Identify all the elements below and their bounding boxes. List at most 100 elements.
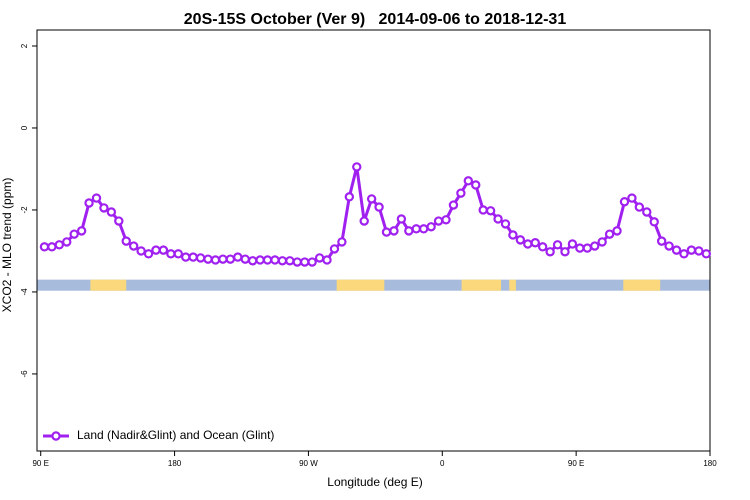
data-point bbox=[337, 237, 347, 247]
data-point bbox=[366, 194, 377, 204]
data-point bbox=[143, 249, 154, 259]
data-point bbox=[188, 252, 198, 262]
data-point bbox=[426, 222, 436, 232]
data-point bbox=[485, 206, 496, 216]
data-point bbox=[582, 243, 592, 253]
data-point bbox=[307, 257, 317, 267]
data-point bbox=[686, 245, 697, 255]
data-point bbox=[656, 236, 667, 246]
data-point bbox=[634, 202, 645, 212]
data-point bbox=[679, 249, 689, 259]
data-point bbox=[493, 214, 503, 224]
data-point bbox=[411, 224, 421, 234]
data-point bbox=[404, 226, 414, 236]
y-tick-label: -2 bbox=[20, 206, 29, 214]
land-strip bbox=[461, 279, 502, 291]
data-point bbox=[545, 247, 555, 257]
y-tick-label: -4 bbox=[20, 288, 29, 296]
data-point bbox=[649, 217, 659, 227]
data-point bbox=[128, 241, 139, 251]
data-point bbox=[158, 245, 169, 255]
data-point bbox=[210, 255, 221, 265]
data-point bbox=[701, 249, 711, 259]
data-point bbox=[54, 240, 65, 250]
data-point bbox=[523, 239, 533, 249]
data-point bbox=[433, 216, 444, 226]
data-point bbox=[552, 240, 563, 250]
data-point bbox=[277, 256, 288, 266]
data-point bbox=[121, 236, 131, 246]
data-point bbox=[136, 246, 146, 256]
data-point bbox=[106, 207, 117, 217]
x-axis-label: Longitude (deg E) bbox=[327, 475, 422, 489]
data-point bbox=[612, 226, 622, 236]
legend-label: Land (Nadir&Glint) and Ocean (Glint) bbox=[77, 428, 274, 442]
data-point bbox=[396, 214, 407, 224]
y-axis-label: XCO2 - MLO trend (ppm) bbox=[0, 178, 14, 313]
data-point bbox=[255, 255, 265, 265]
data-point bbox=[418, 224, 429, 234]
data-point bbox=[352, 162, 362, 172]
data-point bbox=[322, 255, 332, 265]
data-point bbox=[374, 202, 384, 212]
data-point bbox=[47, 242, 57, 252]
data-point bbox=[173, 249, 183, 259]
data-point bbox=[671, 245, 682, 255]
data-point bbox=[530, 238, 540, 248]
land-strip bbox=[623, 279, 661, 291]
data-point bbox=[91, 193, 102, 203]
data-point bbox=[218, 254, 228, 264]
data-point bbox=[84, 198, 94, 208]
data-point bbox=[664, 241, 674, 251]
data-point bbox=[694, 246, 704, 256]
data-point bbox=[575, 243, 585, 253]
data-point bbox=[537, 242, 548, 252]
data-point bbox=[99, 203, 109, 213]
data-point bbox=[314, 253, 325, 263]
data-point bbox=[151, 245, 161, 255]
data-point bbox=[203, 254, 213, 264]
x-tick-label: 90 E bbox=[32, 459, 48, 468]
data-point bbox=[262, 255, 273, 265]
data-point bbox=[604, 229, 615, 239]
data-point bbox=[590, 241, 600, 251]
x-tick-label: 90 W bbox=[299, 459, 318, 468]
chart-title: 20S-15S October (Ver 9) 2014-09-06 to 20… bbox=[184, 11, 567, 28]
data-point bbox=[344, 192, 355, 202]
data-point bbox=[225, 254, 236, 264]
data-point bbox=[500, 219, 511, 229]
data-point bbox=[381, 227, 392, 237]
data-point bbox=[463, 176, 474, 186]
data-point bbox=[39, 242, 50, 252]
data-point bbox=[597, 237, 607, 247]
data-point bbox=[329, 244, 340, 254]
data-point bbox=[247, 256, 258, 266]
data-point bbox=[448, 200, 459, 210]
data-point bbox=[76, 226, 87, 236]
data-point bbox=[567, 239, 578, 249]
x-tick-label: 90 E bbox=[568, 459, 584, 468]
y-tick-label: 0 bbox=[20, 125, 29, 130]
data-point bbox=[560, 247, 570, 257]
land-strip bbox=[336, 279, 385, 291]
data-point bbox=[441, 215, 451, 225]
legend-marker bbox=[51, 431, 61, 441]
data-point bbox=[233, 252, 243, 262]
y-tick-label: -6 bbox=[20, 370, 29, 378]
data-point bbox=[195, 253, 206, 263]
data-point bbox=[166, 249, 176, 259]
data-point bbox=[619, 197, 630, 207]
data-point bbox=[69, 229, 79, 239]
data-point bbox=[62, 237, 72, 247]
data-point bbox=[240, 254, 250, 264]
data-point bbox=[471, 180, 481, 190]
data-point bbox=[478, 205, 488, 215]
land-strip bbox=[90, 279, 127, 291]
data-point bbox=[114, 216, 124, 226]
data-point bbox=[508, 230, 518, 240]
data-point bbox=[300, 257, 310, 267]
y-tick-label: 2 bbox=[20, 43, 29, 48]
data-point bbox=[285, 256, 295, 266]
x-tick-label: 180 bbox=[168, 459, 182, 468]
